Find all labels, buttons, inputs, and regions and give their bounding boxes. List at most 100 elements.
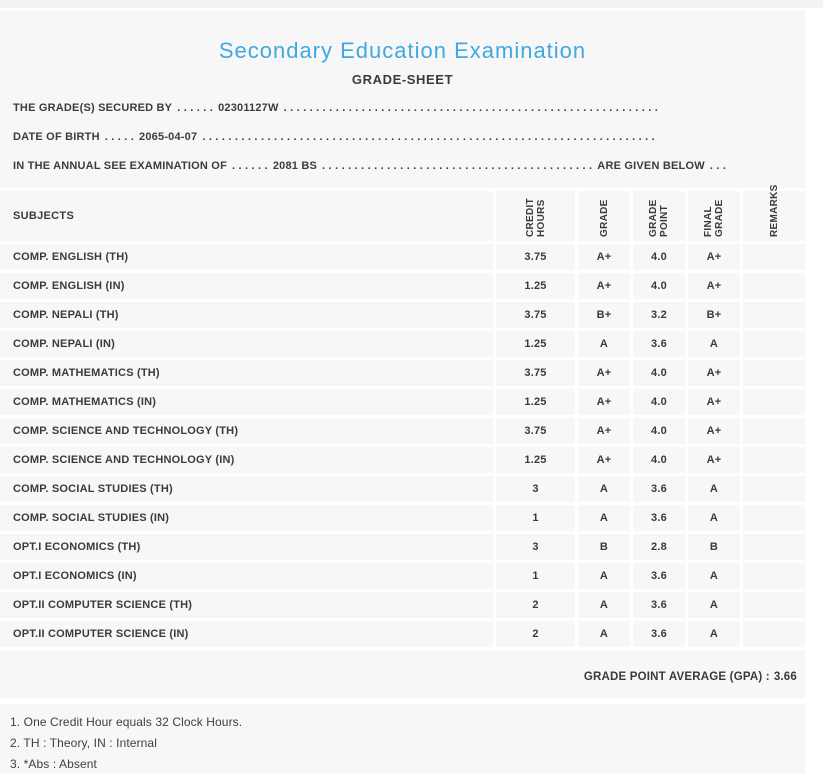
final-grade-cell: A bbox=[685, 505, 740, 531]
subject-cell: COMP. ENGLISH (IN) bbox=[13, 280, 125, 292]
page-title: Secondary Education Examination bbox=[218, 38, 587, 63]
remarks-cell bbox=[740, 621, 805, 647]
remarks-cell bbox=[740, 534, 805, 560]
grade-point-cell: 4.0 bbox=[630, 273, 685, 299]
gpa-value: 3.66 bbox=[773, 671, 797, 683]
gpa-label: GRADE POINT AVERAGE (GPA) : bbox=[583, 671, 770, 683]
grade-cell: A bbox=[575, 563, 630, 589]
table-row: COMP. SCIENCE AND TECHNOLOGY (TH) 3.75 A… bbox=[0, 418, 805, 447]
table-row: COMP. SOCIAL STUDIES (TH) 3 A 3.6 A bbox=[0, 476, 805, 505]
credit-hours-vertical-label: CREDIT HOURS bbox=[524, 197, 547, 237]
subject-cell: COMP. NEPALI (TH) bbox=[13, 309, 119, 321]
subject-cell: COMP. SOCIAL STUDIES (TH) bbox=[13, 483, 173, 495]
grade-point-cell: 3.2 bbox=[630, 302, 685, 328]
table-row: COMP. NEPALI (TH) 3.75 B+ 3.2 B+ bbox=[0, 302, 805, 331]
dotted-fill: . . . . . bbox=[104, 131, 135, 143]
credit-hours-cell: 3.75 bbox=[493, 418, 575, 444]
subject-cell: COMP. MATHEMATICS (IN) bbox=[13, 396, 157, 408]
are-given-below-label: ARE GIVEN BELOW bbox=[597, 160, 705, 172]
subject-cell: COMP. NEPALI (IN) bbox=[13, 338, 115, 350]
remarks-cell bbox=[740, 476, 805, 502]
final-grade-column-header: FINAL GRADE bbox=[685, 191, 740, 241]
subject-cell: OPT.II COMPUTER SCIENCE (IN) bbox=[13, 628, 189, 640]
note-abs: 3. *Abs : Absent bbox=[10, 757, 97, 771]
credit-hours-cell: 1 bbox=[493, 563, 575, 589]
credit-hours-cell: 3.75 bbox=[493, 302, 575, 328]
credit-hours-cell: 2 bbox=[493, 592, 575, 618]
subjects-column-header: SUBJECTS bbox=[13, 210, 75, 222]
final-grade-cell: A bbox=[685, 563, 740, 589]
credit-hours-cell: 3 bbox=[493, 476, 575, 502]
subject-cell: COMP. SCIENCE AND TECHNOLOGY (IN) bbox=[13, 454, 235, 466]
remarks-cell bbox=[740, 447, 805, 473]
exam-year-label: IN THE ANNUAL SEE EXAMINATION OF bbox=[13, 160, 227, 172]
grades-secured-label: THE GRADE(S) SECURED BY bbox=[13, 102, 173, 114]
grade-point-cell: 3.6 bbox=[630, 331, 685, 357]
subject-cell: COMP. ENGLISH (TH) bbox=[13, 251, 129, 263]
grade-point-cell: 3.6 bbox=[630, 621, 685, 647]
final-grade-cell: A+ bbox=[685, 447, 740, 473]
remarks-vertical-label: REMARKS bbox=[768, 184, 780, 237]
table-row: OPT.II COMPUTER SCIENCE (TH) 2 A 3.6 A bbox=[0, 592, 805, 621]
credit-hours-cell: 1.25 bbox=[493, 331, 575, 357]
exam-year-value: 2081 BS bbox=[272, 160, 318, 172]
remarks-column-header: REMARKS bbox=[740, 184, 805, 241]
grade-sheet-panel: Secondary Education Examination GRADE-SH… bbox=[0, 10, 805, 698]
final-grade-cell: A bbox=[685, 621, 740, 647]
remarks-cell bbox=[740, 302, 805, 328]
final-grade-vertical-label: FINAL GRADE bbox=[703, 199, 725, 237]
table-row: COMP. NEPALI (IN) 1.25 A 3.6 A bbox=[0, 331, 805, 360]
final-grade-cell: A bbox=[685, 476, 740, 502]
grade-point-vertical-label: GRADE POINT bbox=[648, 199, 670, 237]
table-row: OPT.I ECONOMICS (TH) 3 B 2.8 B bbox=[0, 534, 805, 563]
grade-cell: A bbox=[575, 621, 630, 647]
grade-point-column-header: GRADE POINT bbox=[630, 191, 685, 241]
dotted-fill: . . . . . . . . . . . . . . . . . . . . … bbox=[322, 160, 593, 172]
grade-vertical-label: GRADE bbox=[598, 199, 610, 237]
remarks-cell bbox=[740, 563, 805, 589]
grade-point-cell: 3.6 bbox=[630, 505, 685, 531]
table-header-row: SUBJECTS CREDIT HOURS GRADE GRADE POINT … bbox=[0, 184, 805, 244]
exam-year-line: IN THE ANNUAL SEE EXAMINATION OF . . . . … bbox=[13, 152, 805, 181]
final-grade-cell: A+ bbox=[685, 360, 740, 386]
grades-secured-line: THE GRADE(S) SECURED BY . . . . . . 023011… bbox=[13, 94, 805, 123]
grade-point-cell: 3.6 bbox=[630, 476, 685, 502]
table-row: OPT.I ECONOMICS (IN) 1 A 3.6 A bbox=[0, 563, 805, 592]
grade-cell: A bbox=[575, 331, 630, 357]
grade-point-cell: 4.0 bbox=[630, 244, 685, 270]
note-th-in: 2. TH : Theory, IN : Internal bbox=[10, 736, 157, 750]
grade-cell: B+ bbox=[575, 302, 630, 328]
dotted-fill: . . . . . . bbox=[231, 160, 268, 172]
date-of-birth-label: DATE OF BIRTH bbox=[13, 131, 100, 143]
remarks-cell bbox=[740, 505, 805, 531]
remarks-cell bbox=[740, 273, 805, 299]
grade-cell: A+ bbox=[575, 360, 630, 386]
date-of-birth-value: 2065-04-07 bbox=[139, 131, 198, 143]
final-grade-cell: A+ bbox=[685, 273, 740, 299]
credit-hours-cell: 2 bbox=[493, 621, 575, 647]
grade-cell: A bbox=[575, 505, 630, 531]
final-grade-cell: B+ bbox=[685, 302, 740, 328]
final-grade-cell: B bbox=[685, 534, 740, 560]
table-row: COMP. MATHEMATICS (TH) 3.75 A+ 4.0 A+ bbox=[0, 360, 805, 389]
table-row: COMP. ENGLISH (IN) 1.25 A+ 4.0 A+ bbox=[0, 273, 805, 302]
grade-sheet-subtitle: GRADE-SHEET bbox=[351, 72, 454, 87]
table-row: COMP. ENGLISH (TH) 3.75 A+ 4.0 A+ bbox=[0, 244, 805, 273]
subject-cell: OPT.II COMPUTER SCIENCE (TH) bbox=[13, 599, 193, 611]
grade-cell: A bbox=[575, 592, 630, 618]
table-row: COMP. SCIENCE AND TECHNOLOGY (IN) 1.25 A… bbox=[0, 447, 805, 476]
remarks-cell bbox=[740, 592, 805, 618]
grade-point-cell: 4.0 bbox=[630, 360, 685, 386]
dotted-fill: . . . . . . bbox=[177, 102, 214, 114]
top-strip bbox=[0, 0, 823, 8]
remarks-cell bbox=[740, 418, 805, 444]
credit-hours-cell: 3.75 bbox=[493, 244, 575, 270]
table-row: OPT.II COMPUTER SCIENCE (IN) 2 A 3.6 A bbox=[0, 621, 805, 650]
credit-hours-cell: 1.25 bbox=[493, 273, 575, 299]
symbol-number-value: 02301127W bbox=[218, 102, 279, 114]
table-row: COMP. SOCIAL STUDIES (IN) 1 A 3.6 A bbox=[0, 505, 805, 534]
final-grade-cell: A+ bbox=[685, 418, 740, 444]
grade-cell: A+ bbox=[575, 389, 630, 415]
final-grade-cell: A+ bbox=[685, 389, 740, 415]
grade-cell: A+ bbox=[575, 273, 630, 299]
